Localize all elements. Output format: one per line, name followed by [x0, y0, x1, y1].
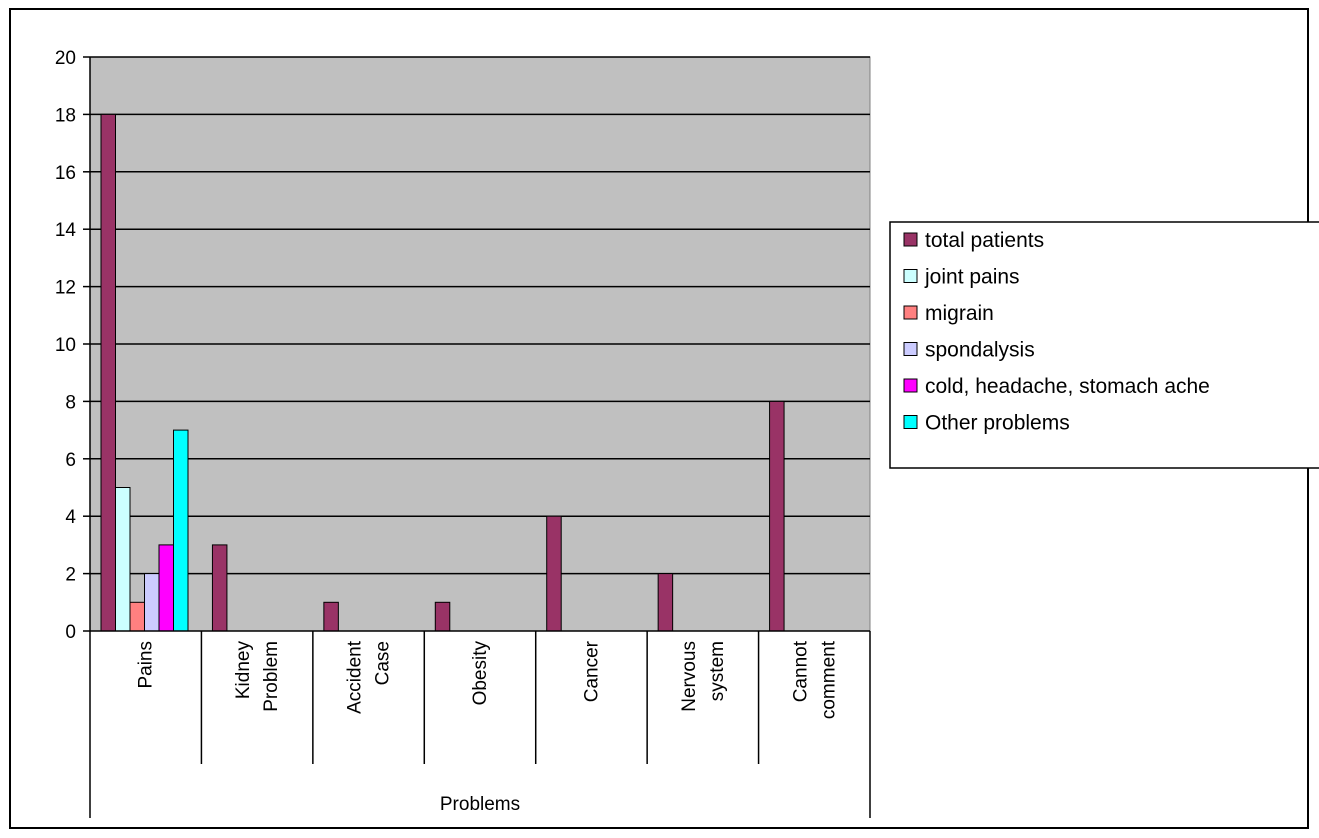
legend-label: cold, headache, stomach ache	[925, 375, 1210, 398]
legend-swatch	[903, 378, 918, 393]
gridlines	[90, 56, 870, 575]
y-axis: 0 2 4 6 8 10 12 14 16 18 20	[55, 48, 91, 643]
category-label: Pains	[136, 641, 157, 689]
y-tick-label: 0	[65, 622, 76, 643]
bar	[129, 601, 145, 632]
legend-label: joint pains	[924, 266, 1020, 289]
bar	[211, 544, 228, 632]
legend-box	[889, 221, 1319, 469]
bar	[657, 573, 674, 632]
category-label: Cannot	[790, 640, 811, 702]
category-label: Kidney	[233, 641, 254, 700]
x-axis: Pains Kidney Problem Accident Case Obesity Can…	[89, 630, 871, 818]
y-tick-label: 6	[65, 450, 76, 471]
y-tick-label: 2	[65, 565, 76, 586]
category-label: Nervous	[679, 641, 700, 712]
y-tick-label: 10	[55, 335, 76, 356]
legend-swatch	[903, 269, 918, 283]
category-label: Accident	[345, 640, 366, 714]
category-label: Problem	[261, 641, 282, 712]
legend-label: Other problems	[925, 412, 1070, 435]
legend-swatch	[903, 415, 918, 429]
y-tick-label: 4	[65, 507, 76, 528]
legend-swatch	[903, 305, 918, 320]
y-tick-label: 8	[65, 392, 76, 413]
category-label: Obesity	[470, 641, 491, 706]
bar	[434, 601, 451, 632]
category-label: comment	[818, 640, 839, 719]
y-tick-label: 14	[55, 220, 77, 241]
x-axis-title: Problems	[440, 794, 520, 815]
bar	[115, 487, 131, 632]
bar	[100, 113, 116, 632]
y-tick-label: 16	[55, 163, 76, 184]
category-label: system	[707, 641, 728, 701]
y-tick-label: 18	[55, 105, 76, 126]
legend: total patients joint pains migrain spondaly…	[889, 221, 1319, 469]
y-tick-label: 20	[55, 48, 76, 69]
legend-label: migrain	[925, 302, 994, 325]
legend-label: spondalysis	[925, 339, 1035, 362]
bar	[546, 515, 562, 632]
bar	[323, 601, 339, 632]
legend-swatch	[903, 232, 918, 247]
bar	[144, 573, 160, 632]
legend-label: total patients	[925, 229, 1044, 252]
bar	[769, 400, 785, 632]
category-label: Cancer	[581, 640, 602, 702]
category-label: Case	[373, 641, 394, 685]
bar	[173, 429, 189, 632]
bars	[100, 113, 785, 632]
bar	[158, 544, 174, 632]
legend-swatch	[903, 342, 918, 356]
y-tick-label: 12	[55, 278, 76, 299]
